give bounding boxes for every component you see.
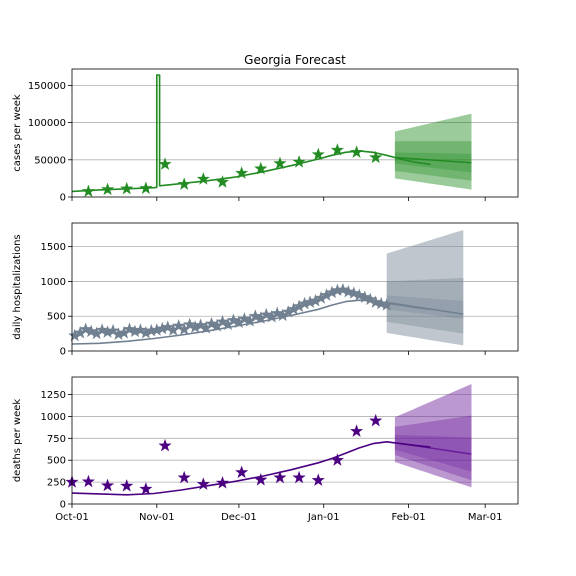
observed-point — [349, 145, 364, 158]
axes-frame — [71, 68, 519, 198]
y-tick-label: 0 — [60, 500, 66, 511]
observed-point — [133, 323, 148, 336]
observed-point — [330, 453, 345, 466]
observed-point — [349, 424, 364, 437]
observed-point — [369, 150, 383, 164]
observed-point — [177, 177, 191, 190]
forecast-band-2 — [386, 278, 464, 334]
y-axis-label: daily hospitalizations — [12, 234, 23, 339]
observed-point — [330, 143, 345, 156]
observed-point — [120, 479, 134, 492]
observed-point — [273, 470, 287, 484]
panel-1: 0 50000 100000 150000 cases per week — [12, 68, 519, 204]
model-line — [71, 74, 431, 193]
observed-point — [139, 482, 153, 495]
observed-point — [311, 473, 325, 486]
axes-frame — [71, 376, 519, 505]
observed-point — [292, 470, 306, 484]
forecast-band-3 — [386, 230, 464, 346]
panel-2: 0 500 1000 1500 daily hospitalizations — [12, 222, 519, 358]
observed-point — [235, 465, 249, 479]
y-axis-label: cases per week — [12, 94, 23, 172]
forecast-band-3 — [394, 384, 472, 488]
observed-point — [311, 147, 325, 161]
observed-point — [196, 477, 210, 490]
observed-point — [139, 181, 153, 195]
observed-point — [215, 476, 230, 489]
y-tick-label: 0 — [60, 347, 66, 358]
observed-point — [100, 182, 115, 196]
y-tick-label: 150000 — [28, 81, 66, 92]
y-tick-label: 1500 — [41, 242, 66, 253]
y-tick-label: 500 — [47, 312, 66, 323]
observed-point — [100, 478, 115, 492]
forecast-band-1 — [386, 295, 464, 319]
observed-point — [172, 319, 186, 332]
y-tick-label: 500 — [47, 456, 66, 467]
observed-point — [106, 323, 120, 337]
y-tick-label: 0 — [60, 193, 66, 204]
y-tick-label: 50000 — [34, 155, 66, 166]
y-tick-label: 1250 — [41, 390, 66, 401]
y-axis-label: deaths per week — [12, 399, 23, 483]
figure-title: Georgia Forecast — [244, 53, 346, 67]
y-tick-label: 1000 — [41, 412, 66, 423]
observed-point — [273, 156, 287, 170]
y-tick-label: 250 — [47, 478, 66, 489]
observed-point — [196, 172, 210, 185]
observed-point — [292, 155, 306, 168]
y-tick-label: 750 — [47, 434, 66, 445]
observed-point — [158, 157, 172, 170]
observed-point — [363, 292, 377, 306]
observed-point — [158, 438, 172, 452]
observed-point — [380, 298, 394, 311]
axes-frame — [71, 222, 519, 352]
x-tick-label: Mar-01 — [468, 512, 503, 523]
forecast-median — [394, 156, 472, 164]
observed-point — [177, 470, 191, 484]
observed-point — [254, 161, 268, 175]
forecast-band-1 — [394, 152, 472, 173]
x-tick-label: Nov-01 — [139, 512, 175, 523]
observed-point — [235, 166, 249, 179]
y-tick-label: 1000 — [41, 277, 66, 288]
observed-point — [193, 318, 208, 331]
observed-point — [120, 181, 134, 195]
x-tick-label: Oct-01 — [55, 512, 89, 523]
observed-point — [215, 314, 230, 328]
forecast-band-1 — [394, 434, 472, 472]
observed-point — [183, 317, 197, 331]
observed-point — [161, 320, 175, 333]
observed-point — [81, 474, 96, 488]
observed-point — [254, 472, 268, 486]
observed-point — [369, 413, 383, 427]
observed-point — [215, 175, 230, 188]
x-tick-label: Dec-01 — [221, 512, 257, 523]
forecast-band-3 — [394, 113, 472, 190]
panel-3: 0 250 500 750 1000 1250 Oct-01 Nov-01 Dec-01 Jan-… — [12, 376, 519, 523]
observed-point — [81, 184, 96, 198]
y-tick-label: 100000 — [28, 118, 66, 129]
panels: 0 50000 100000 150000 cases per week 0 500 1000… — [12, 68, 519, 523]
x-tick-label: Jan-01 — [307, 512, 340, 523]
x-tick-label: Feb-01 — [392, 512, 426, 523]
